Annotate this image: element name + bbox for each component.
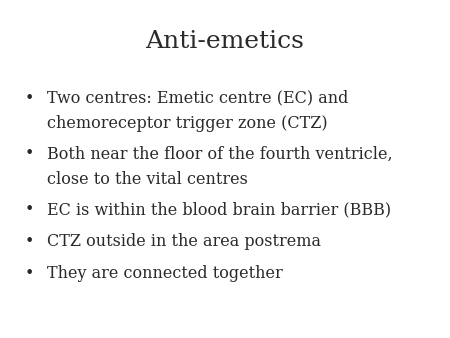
Text: •: • (25, 233, 34, 250)
Text: They are connected together: They are connected together (47, 265, 283, 282)
Text: •: • (25, 145, 34, 162)
Text: CTZ outside in the area postrema: CTZ outside in the area postrema (47, 233, 321, 250)
Text: •: • (25, 201, 34, 218)
Text: Anti-emetics: Anti-emetics (145, 30, 305, 53)
Text: •: • (25, 90, 34, 106)
Text: •: • (25, 265, 34, 282)
Text: chemoreceptor trigger zone (CTZ): chemoreceptor trigger zone (CTZ) (47, 115, 328, 132)
Text: close to the vital centres: close to the vital centres (47, 171, 248, 188)
Text: EC is within the blood brain barrier (BBB): EC is within the blood brain barrier (BB… (47, 201, 392, 218)
Text: Two centres: Emetic centre (EC) and: Two centres: Emetic centre (EC) and (47, 90, 349, 106)
Text: Both near the floor of the fourth ventricle,: Both near the floor of the fourth ventri… (47, 145, 393, 162)
